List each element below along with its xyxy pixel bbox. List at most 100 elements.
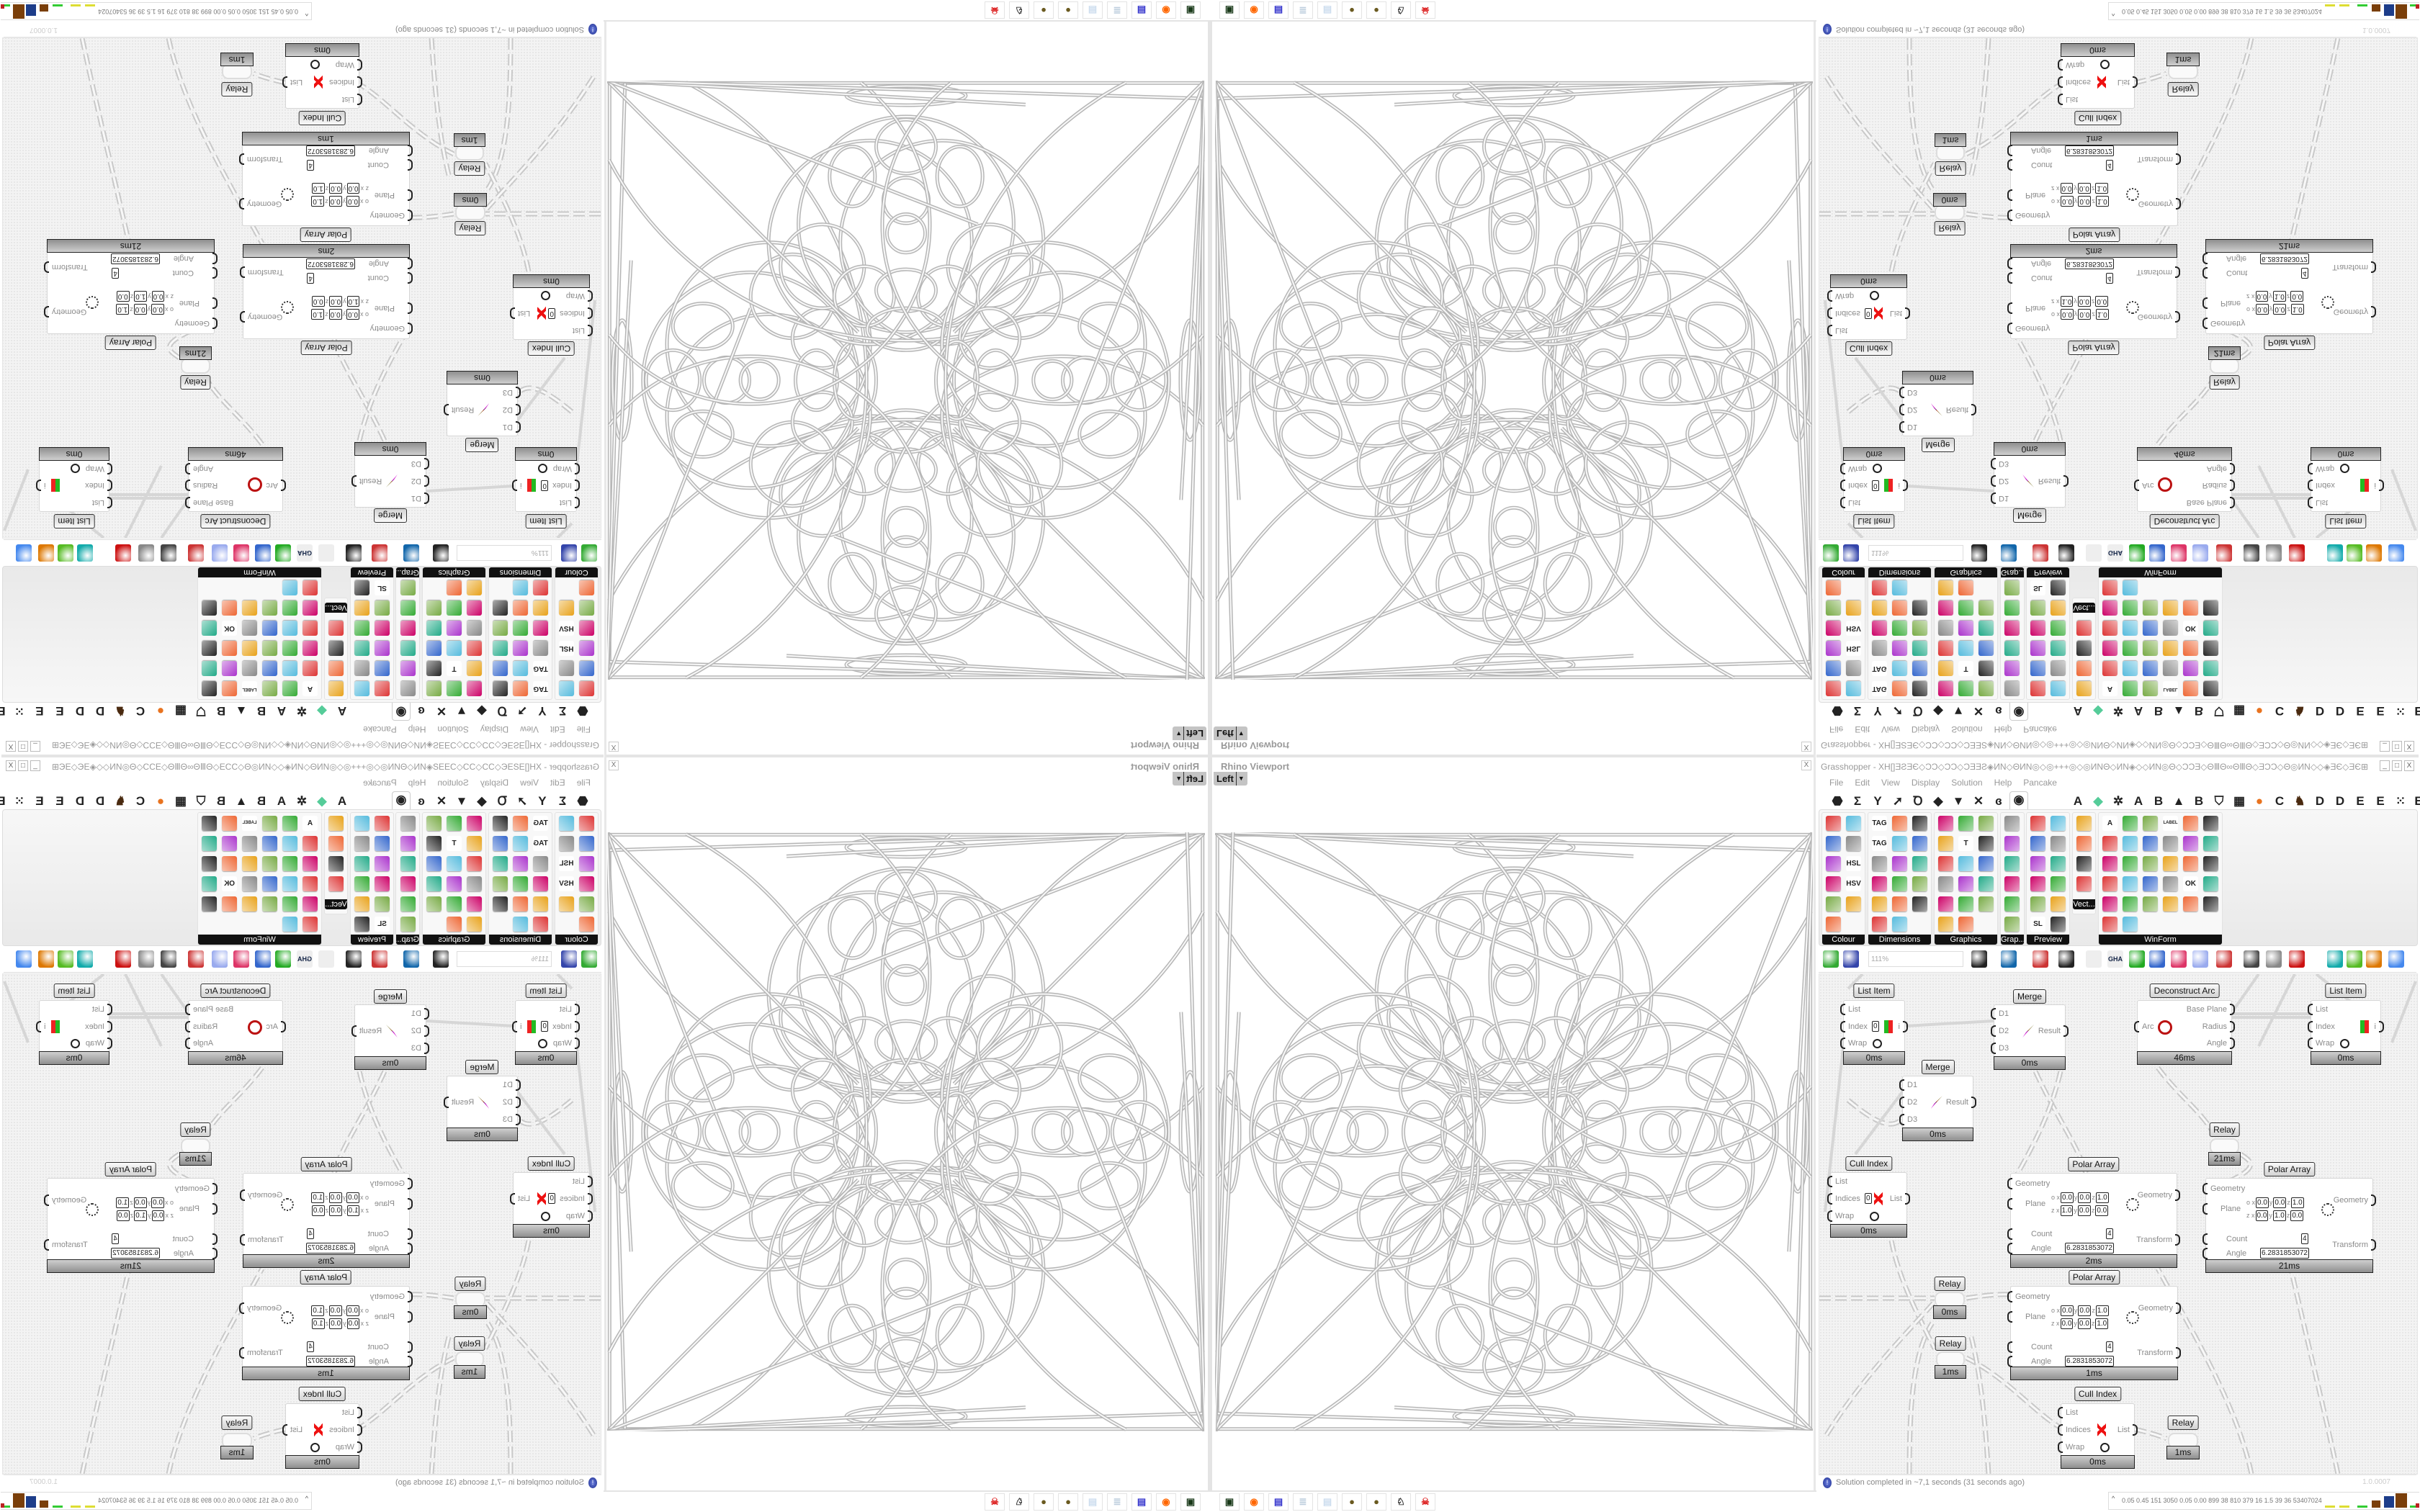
component-body[interactable]: Geometry Plane Count Angle Geometry Transform… (239, 145, 413, 226)
component-label[interactable]: Polar Array (2263, 1162, 2316, 1176)
toggle-icon[interactable] (2203, 876, 2218, 891)
input-grip[interactable] (2058, 94, 2063, 105)
plane-value-input[interactable]: 0.0 (2255, 291, 2269, 302)
input-grip[interactable] (2007, 272, 2012, 284)
tree-icon[interactable] (354, 917, 369, 932)
zoom-extents-icon[interactable] (433, 544, 449, 562)
tab-transform-icon[interactable]: ɞ (1995, 704, 2002, 718)
component-polar-array[interactable]: Polar Array Geometry Plane Count Angle Geomet… (44, 1162, 218, 1273)
dim-path-icon[interactable] (1892, 896, 1907, 912)
grasshopper-canvas[interactable]: List Item List Index 0 Wrap i 0ms Merge D1 D2 D3 Re… (1819, 37, 2418, 539)
package-icon[interactable] (233, 544, 249, 562)
tab-vector-arrow-icon[interactable]: ➚ (516, 704, 528, 718)
component-label[interactable]: Polar Array (300, 341, 352, 355)
photo-icon[interactable] (447, 917, 462, 932)
terminal-green-icon[interactable]: ▣ (1219, 1, 1240, 19)
relay-capsule[interactable] (1935, 204, 1965, 220)
tag-icon[interactable]: TAG (533, 836, 548, 851)
save-star-icon[interactable] (426, 896, 442, 912)
floppy-64-icon[interactable]: ▤ (1131, 1493, 1152, 1511)
panel-label[interactable]: Dimensions (1868, 935, 1931, 945)
stripes-icon[interactable] (2203, 641, 2218, 656)
dim-leader-icon[interactable] (1912, 896, 1927, 912)
dim-angle-icon[interactable] (493, 816, 508, 831)
close-button[interactable]: X (2404, 741, 2414, 752)
plane-value-input[interactable]: 1.0 (2290, 1197, 2304, 1208)
component-body[interactable] (2166, 63, 2200, 80)
plane-dial-icon[interactable] (86, 1203, 99, 1216)
tab-plugin-e2-icon[interactable]: E (2376, 794, 2385, 808)
minimize-button[interactable]: _ (30, 741, 40, 752)
component-body[interactable]: List Index 0 Wrap i (1840, 461, 1908, 512)
canvas-shot-icon[interactable] (2129, 950, 2145, 968)
tab-plugin-d2-icon[interactable]: D (75, 794, 85, 808)
number-icon[interactable] (302, 621, 318, 636)
splitter[interactable] (604, 22, 606, 756)
panel-label[interactable]: Preview (351, 567, 393, 577)
dim-path-icon[interactable] (513, 896, 528, 912)
input-grip[interactable] (2202, 1183, 2208, 1194)
plane-value-input[interactable]: 1.0 (311, 1192, 325, 1203)
component-label[interactable]: Relay (2167, 1416, 2199, 1430)
check-icon[interactable] (302, 641, 318, 656)
lines-icon[interactable] (262, 681, 277, 696)
tab-gear-icon[interactable]: ✲ (2112, 794, 2124, 808)
text-icon[interactable] (2123, 641, 2138, 656)
menu-display[interactable]: Display (480, 724, 509, 734)
tag-icon[interactable]: TAG (1872, 681, 1887, 696)
tab-display-eye-icon[interactable]: ◉ (2009, 701, 2028, 721)
component-label[interactable]: Merge (465, 438, 499, 452)
text-plus-icon[interactable] (242, 621, 257, 636)
component-list-item[interactable]: List Item List Index 0 Wrap i 0ms (512, 984, 580, 1065)
camera-icon[interactable] (354, 816, 369, 831)
circle-icon[interactable] (1938, 816, 1953, 831)
progress-icon[interactable] (202, 896, 217, 912)
plane-value-input[interactable]: 0.0 (2273, 304, 2287, 315)
a-icon[interactable]: A (2102, 681, 2118, 696)
tab-gear-icon[interactable]: ✲ (2112, 704, 2124, 718)
floppy-64-icon[interactable]: ▤ (1131, 1, 1152, 19)
sketch-pen-icon[interactable] (2033, 544, 2048, 562)
layers-icon[interactable] (400, 600, 416, 616)
dim-box-icon[interactable] (493, 836, 508, 851)
dim-linear-icon[interactable] (1892, 681, 1907, 696)
bar-icon[interactable] (302, 600, 318, 616)
ok-icon[interactable]: OK (222, 621, 237, 636)
component-label[interactable]: Merge (2012, 508, 2047, 523)
plane-value-input[interactable]: 0.0 (346, 196, 359, 207)
component-body[interactable]: D1 D2 D3 Result (1899, 1076, 1976, 1128)
component-body[interactable]: Geometry Plane Count Angle Geometry Transform… (2007, 1286, 2181, 1367)
input-grip[interactable] (2134, 1020, 2139, 1032)
dim-linear-icon[interactable] (513, 681, 528, 696)
hue-triangle-icon[interactable] (559, 836, 574, 851)
swatch-pink-icon[interactable] (1872, 856, 1887, 871)
output-grip[interactable] (185, 1020, 190, 1032)
close-viewport-button[interactable]: X (1801, 742, 1811, 752)
maximize-button[interactable]: □ (18, 741, 28, 752)
component-body[interactable]: List Index Wrap i (2308, 1000, 2384, 1051)
menu-edit[interactable]: Edit (1855, 778, 1870, 788)
component-relay[interactable]: Relay 0ms (1933, 193, 1966, 235)
numbers-icon[interactable] (328, 681, 344, 696)
tab-maths-sigma-icon[interactable]: Σ (558, 794, 567, 808)
red-blobs-icon[interactable] (375, 621, 390, 636)
text-icon[interactable] (282, 641, 297, 656)
component-polar-array[interactable]: Polar Array Geometry Plane Count Angle Geomet… (240, 1157, 413, 1268)
arrow-right-icon[interactable] (2123, 580, 2138, 595)
close-viewport-button[interactable]: X (609, 742, 619, 752)
ring-icon[interactable] (467, 621, 482, 636)
tab-plugin-d-icon[interactable]: D (2315, 794, 2325, 808)
component-label[interactable]: List Item (2325, 984, 2367, 998)
menu-pancake[interactable]: Pancake (2023, 778, 2057, 788)
component-body[interactable]: D1 D2 D3 Result (444, 1076, 521, 1128)
script-scroll-icon[interactable]: ≣ (1293, 1493, 1313, 1511)
plane-value-input[interactable]: 1.0 (311, 1305, 325, 1316)
menu-help[interactable]: Help (408, 778, 426, 788)
component-label[interactable]: Relay (1935, 161, 1966, 176)
bar-icon[interactable] (2102, 600, 2118, 616)
list2-icon[interactable] (2123, 600, 2138, 616)
component-label[interactable]: List Item (525, 514, 567, 528)
view-selector-dropdown[interactable]: Left ▼ (1214, 772, 1247, 786)
wrap-toggle[interactable] (1873, 463, 1882, 473)
component-body[interactable]: D1 D2 D3 Result (351, 1004, 429, 1056)
